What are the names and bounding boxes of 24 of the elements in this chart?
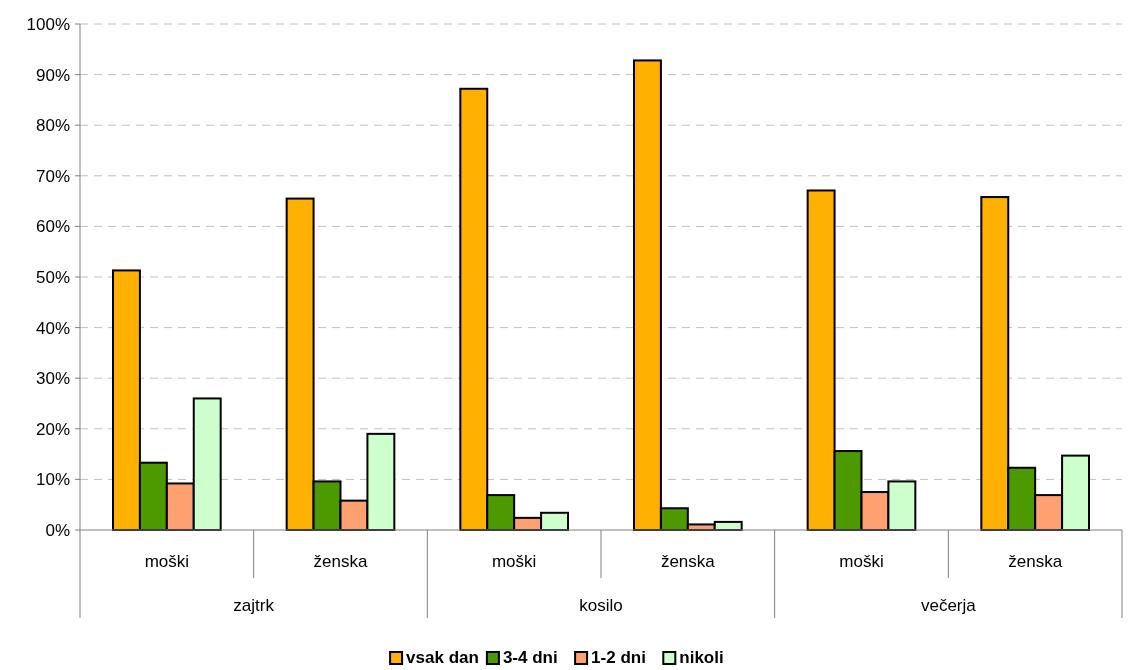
- y-tick-label: 30%: [35, 369, 70, 389]
- text: kosilo: [579, 596, 623, 615]
- x-tick-label: ženska: [313, 552, 368, 571]
- y-tick-label: 40%: [35, 318, 70, 338]
- y-tick-label: 100%: [26, 14, 70, 34]
- y-tick-label: 0%: [45, 520, 70, 540]
- legend-label: 1-2 dni: [591, 648, 646, 667]
- x-tick-label: moški: [839, 552, 884, 571]
- y-tick-label: 70%: [35, 166, 70, 186]
- legend-label: vsak dan: [406, 648, 479, 667]
- x-tick-label: ženska: [1008, 552, 1063, 571]
- y-tick-label: 60%: [35, 217, 70, 237]
- y-tick-label: 50%: [35, 267, 70, 287]
- legend-label: nikoli: [679, 648, 724, 667]
- x-tick-label: moški: [491, 552, 537, 571]
- y-tick-label: 90%: [35, 65, 70, 85]
- y-tick-label: 10%: [35, 470, 70, 490]
- legend-label: 3-4 dni: [502, 648, 558, 667]
- text: zajtrk: [233, 596, 275, 615]
- x-tick-label: moški: [144, 552, 190, 571]
- x-tick-label: ženska: [660, 552, 716, 571]
- text: večerja: [920, 596, 977, 615]
- y-tick-label: 20%: [35, 419, 70, 439]
- y-tick-label: 80%: [35, 116, 70, 136]
